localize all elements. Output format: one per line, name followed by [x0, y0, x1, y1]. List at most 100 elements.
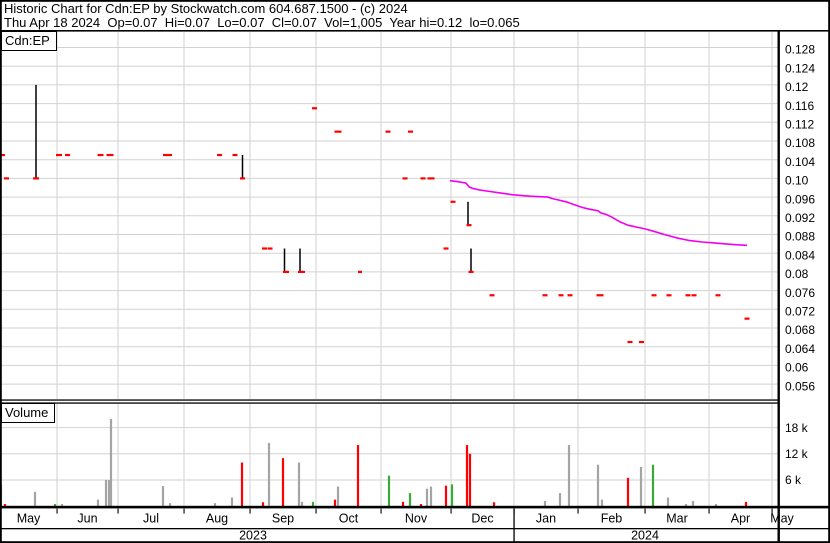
price-tick	[283, 270, 289, 273]
volume-bar	[96, 499, 100, 507]
volume-bar	[558, 493, 562, 507]
month-label: May	[17, 512, 41, 526]
volume-bar	[429, 486, 433, 507]
month-label: Jan	[536, 512, 556, 526]
price-axis-label: 0.108	[785, 136, 815, 150]
volume-bar	[104, 480, 108, 507]
volume-bar	[60, 504, 64, 507]
month-label: Dec	[471, 512, 493, 526]
price-tick	[97, 153, 104, 157]
price-tick	[33, 177, 39, 180]
volume-bar	[300, 501, 304, 507]
price-tick	[240, 177, 245, 180]
symbol-label-box: Cdn:EP	[1, 31, 57, 51]
volume-bar	[596, 464, 600, 507]
header-separator	[0, 30, 830, 32]
price-axis-label: 0.10	[785, 174, 809, 188]
price-tick	[65, 153, 70, 157]
price-axis-label: 0.092	[785, 211, 815, 225]
month-tick	[771, 508, 773, 514]
price-tick	[427, 177, 435, 180]
month-label: Nov	[405, 512, 428, 526]
month-tick	[315, 508, 317, 514]
volume-bar	[3, 504, 7, 507]
price-tick	[358, 270, 362, 273]
price-tick	[666, 294, 672, 297]
volume-bar	[168, 503, 172, 507]
month-tick	[644, 508, 646, 514]
chart-title: Historic Chart for Cdn:EP by Stockwatch.…	[4, 1, 408, 16]
volume-bar	[311, 501, 315, 507]
volume-bar	[419, 504, 423, 507]
volume-bar	[53, 504, 57, 507]
high-low-bar	[35, 84, 37, 179]
price-tick	[443, 247, 449, 250]
price-axis-label: 0.068	[785, 323, 815, 337]
price-tick	[402, 177, 408, 180]
price-axis-label: 0.12	[785, 80, 809, 94]
price-tick	[489, 294, 495, 297]
price-axis-label: 0.116	[785, 99, 814, 113]
volume-bar	[408, 493, 412, 507]
price-tick	[466, 224, 472, 227]
volume-bar	[666, 497, 670, 507]
volume-bar	[281, 458, 285, 507]
price-axis-label: 0.088	[785, 230, 815, 244]
price-tick	[385, 130, 391, 133]
axis-panel-divider	[777, 30, 780, 542]
moving-average-line	[449, 179, 748, 247]
month-tick	[117, 508, 119, 514]
volume-bar	[626, 477, 630, 507]
price-tick	[715, 294, 721, 297]
price-axis-label: 0.124	[785, 61, 815, 75]
volume-bar	[543, 500, 547, 507]
year-label: 2023	[239, 529, 267, 543]
volume-axis-label: 18 k	[785, 421, 809, 435]
price-axis-labels: 0.128 0.124 0.12 0.116 0.112 0.108 0.104 0.10 0.…	[785, 43, 815, 394]
volume-bar	[468, 453, 472, 507]
high-low-bar	[283, 248, 286, 272]
volume-bar	[714, 504, 718, 507]
price-tick	[639, 340, 644, 344]
price-axis-label: 0.096	[785, 192, 815, 206]
volume-bar	[33, 491, 37, 507]
volume-bar	[336, 486, 340, 507]
price-tick	[596, 294, 604, 297]
volume-bar	[261, 502, 265, 507]
price-tick	[267, 247, 273, 250]
quote-status-line: Thu Apr 18 2024 Op=0.07 Hi=0.07 Lo=0.07 …	[4, 15, 520, 30]
price-axis-label: 0.08	[785, 267, 809, 281]
volume-axis-label: 6 k	[785, 473, 802, 487]
volume-bar	[107, 480, 111, 507]
price-tick	[217, 153, 222, 157]
month-tick	[56, 508, 58, 514]
price-tick	[408, 130, 413, 133]
month-tick	[450, 508, 452, 514]
volume-bar	[744, 501, 748, 507]
month-tick	[708, 508, 710, 514]
price-axis-label: 0.104	[785, 155, 815, 169]
volume-bar	[161, 486, 165, 507]
price-tick	[651, 294, 657, 297]
price-tick	[450, 200, 456, 203]
month-label: Mar	[666, 512, 688, 526]
price-tick	[685, 294, 691, 297]
volume-bar	[444, 485, 448, 507]
price-axis-label: 0.072	[785, 305, 815, 319]
volume-bar	[492, 502, 496, 507]
volume-bar	[333, 499, 337, 507]
volume-bar	[425, 488, 429, 507]
volume-bar	[691, 500, 695, 507]
volume-bar	[356, 445, 360, 507]
volume-bar	[213, 503, 217, 507]
volume-bar	[450, 484, 454, 507]
volume-bar	[297, 462, 301, 507]
volume-bar	[684, 504, 688, 507]
price-tick-marks	[0, 107, 750, 344]
price-tick	[312, 107, 317, 110]
volume-bar	[387, 475, 391, 507]
volume-axis-labels: 18 k 12 k 6 k	[785, 421, 809, 487]
month-label: Apr	[731, 512, 750, 526]
month-tick	[380, 508, 382, 514]
